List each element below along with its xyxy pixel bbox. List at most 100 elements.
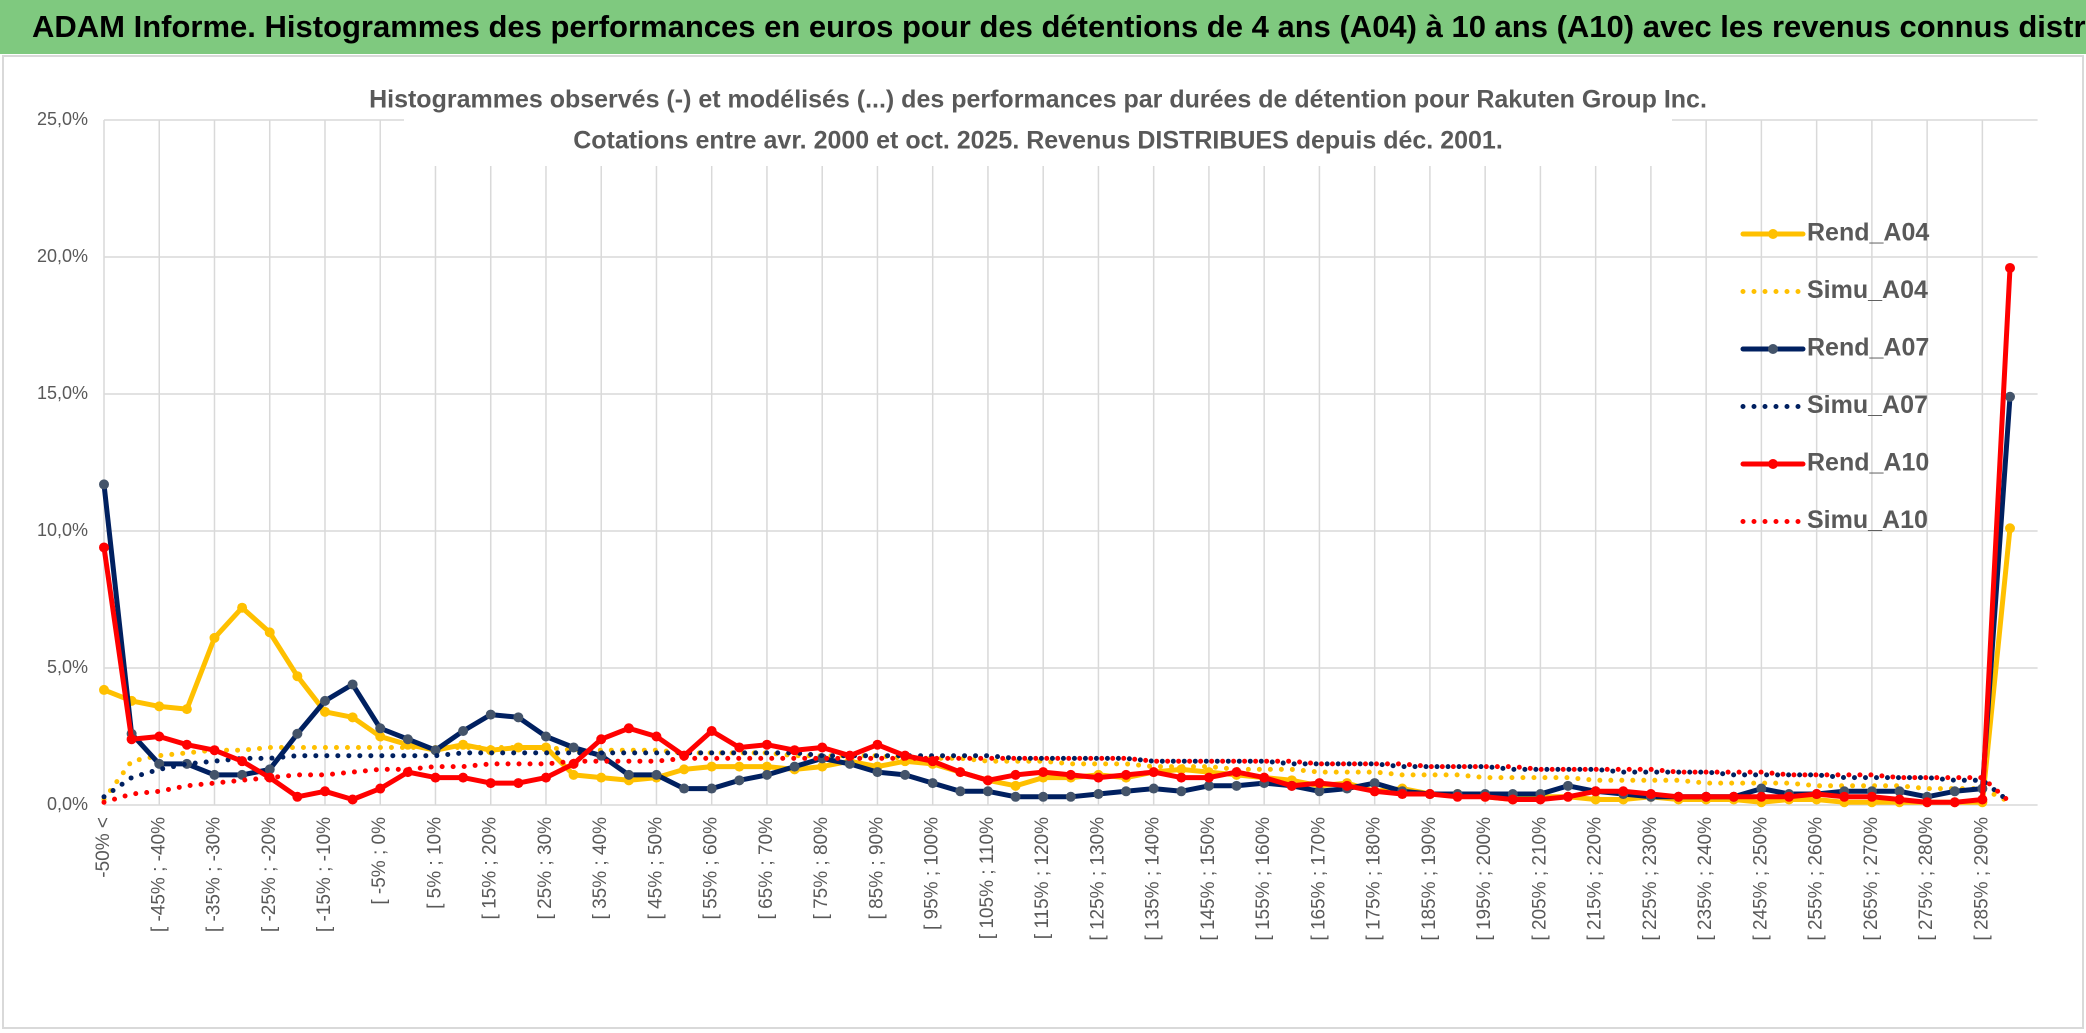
marker xyxy=(209,632,220,643)
chart-border xyxy=(2,55,2084,1029)
marker xyxy=(706,783,717,794)
marker xyxy=(237,769,248,780)
marker xyxy=(513,712,524,723)
marker xyxy=(623,723,634,734)
x-tick-label: [ 175% ; 180% xyxy=(1364,817,1385,941)
model-line xyxy=(101,755,2013,805)
x-tick-label: [ 95% ; 100% xyxy=(922,817,943,930)
y-tick-label: 5,0% xyxy=(47,657,88,677)
marker xyxy=(458,739,469,750)
marker xyxy=(154,731,165,742)
x-tick-label: [ 275% ; 280% xyxy=(1916,817,1937,941)
y-tick-label: 25,0% xyxy=(37,109,88,129)
legend-label: Simu_A07 xyxy=(1807,391,1928,419)
marker xyxy=(319,786,330,797)
marker xyxy=(1148,783,1159,794)
x-tick-label: [ 155% ; 160% xyxy=(1253,817,1274,941)
marker xyxy=(1590,794,1601,805)
x-tick-label: [ 105% ; 110% xyxy=(977,817,998,939)
marker xyxy=(651,731,662,742)
marker xyxy=(568,742,579,753)
marker xyxy=(955,786,966,797)
x-tick-label: [ 115% ; 120% xyxy=(1032,817,1053,939)
marker xyxy=(1480,791,1491,802)
marker xyxy=(458,772,469,783)
marker xyxy=(955,767,966,778)
marker xyxy=(292,671,303,682)
marker xyxy=(734,761,745,772)
marker xyxy=(1314,778,1325,789)
x-tick-label: [ 145% ; 150% xyxy=(1198,817,1219,941)
x-tick-label: [ 215% ; 220% xyxy=(1585,817,1606,941)
marker xyxy=(872,767,883,778)
marker xyxy=(347,794,358,805)
marker xyxy=(1507,794,1518,805)
marker xyxy=(761,739,772,750)
marker xyxy=(1231,767,1242,778)
y-tick-label: 10,0% xyxy=(37,520,88,540)
y-tick-label: 0,0% xyxy=(47,794,88,814)
marker xyxy=(1949,786,1960,797)
marker xyxy=(872,739,883,750)
x-tick-label: [ 135% ; 140% xyxy=(1143,817,1164,941)
marker xyxy=(1949,797,1960,808)
marker xyxy=(264,627,275,638)
x-tick-label: [ 205% ; 210% xyxy=(1529,817,1550,941)
marker xyxy=(319,706,330,717)
marker xyxy=(623,769,634,780)
marker xyxy=(1673,791,1684,802)
marker xyxy=(1977,794,1988,805)
marker xyxy=(1203,772,1214,783)
x-tick-label: [ 245% ; 250% xyxy=(1750,817,1771,941)
marker xyxy=(1176,772,1187,783)
x-tick-label: [ 25% ; 30% xyxy=(535,817,556,920)
marker xyxy=(679,764,690,775)
marker xyxy=(1756,791,1767,802)
marker xyxy=(1038,767,1049,778)
marker xyxy=(1038,791,1049,802)
marker xyxy=(1231,780,1242,791)
header-title: ADAM Informe. Histogrammes des performan… xyxy=(32,9,2086,44)
marker xyxy=(237,602,248,613)
legend-marker xyxy=(1768,459,1778,469)
x-tick-label: [ 45% ; 50% xyxy=(645,817,666,920)
marker xyxy=(154,701,165,712)
legend-label: Rend_A04 xyxy=(1807,219,1929,247)
marker xyxy=(99,479,109,490)
marker xyxy=(264,764,275,775)
marker xyxy=(1342,780,1353,791)
marker xyxy=(540,772,551,783)
marker xyxy=(679,783,690,794)
marker xyxy=(2005,262,2015,273)
marker xyxy=(347,712,358,723)
marker xyxy=(789,745,800,756)
marker xyxy=(817,761,828,772)
marker xyxy=(1701,791,1712,802)
chart-subtitle: Cotations entre avr. 2000 et oct. 2025. … xyxy=(573,127,1503,155)
x-tick-label: [ 285% ; 290% xyxy=(1971,817,1992,941)
x-tick-label: [ 195% ; 200% xyxy=(1474,817,1495,941)
marker xyxy=(513,742,524,753)
observed-line xyxy=(101,525,2013,805)
marker xyxy=(181,739,192,750)
legend-marker xyxy=(1768,229,1778,239)
marker xyxy=(1784,791,1795,802)
marker xyxy=(458,726,469,737)
marker xyxy=(1563,791,1574,802)
marker xyxy=(1010,791,1021,802)
marker xyxy=(1010,769,1021,780)
plot: Rend_A04 Simu_A04 Rend_A07 Simu_A07 Rend_A10… xyxy=(99,219,2015,808)
legend-label: Rend_A07 xyxy=(1807,334,1929,362)
marker xyxy=(347,679,358,690)
x-tick-label: [ 125% ; 130% xyxy=(1087,817,1108,941)
x-tick-label: [ 265% ; 270% xyxy=(1861,817,1882,941)
chart-title: Histogrammes observés (-) et modélisés (… xyxy=(369,86,1707,114)
marker xyxy=(485,709,496,720)
legend-label: Simu_A04 xyxy=(1807,276,1928,304)
marker xyxy=(292,791,303,802)
marker xyxy=(734,775,745,786)
header-bar xyxy=(0,0,2086,54)
marker xyxy=(430,772,441,783)
observed-line xyxy=(101,265,2013,805)
marker xyxy=(540,731,551,742)
